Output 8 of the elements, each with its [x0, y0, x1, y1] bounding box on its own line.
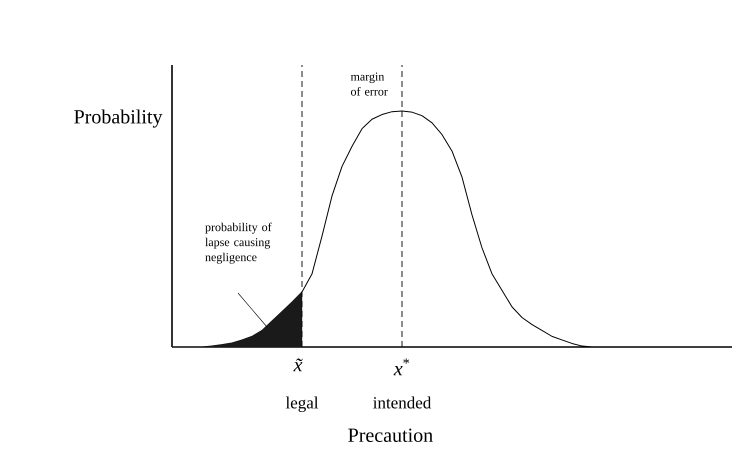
text: intended [373, 396, 432, 408]
annotation: probability of lapse causing negligence [205, 222, 272, 264]
y-axis-title: Probability [74, 109, 162, 128]
text: x$^{*}$ [394, 358, 410, 376]
text: x̃ [293, 358, 303, 372]
x-axis-title: Precaution [348, 428, 433, 442]
text: margin of error [350, 72, 388, 96]
text: legal [286, 396, 318, 412]
